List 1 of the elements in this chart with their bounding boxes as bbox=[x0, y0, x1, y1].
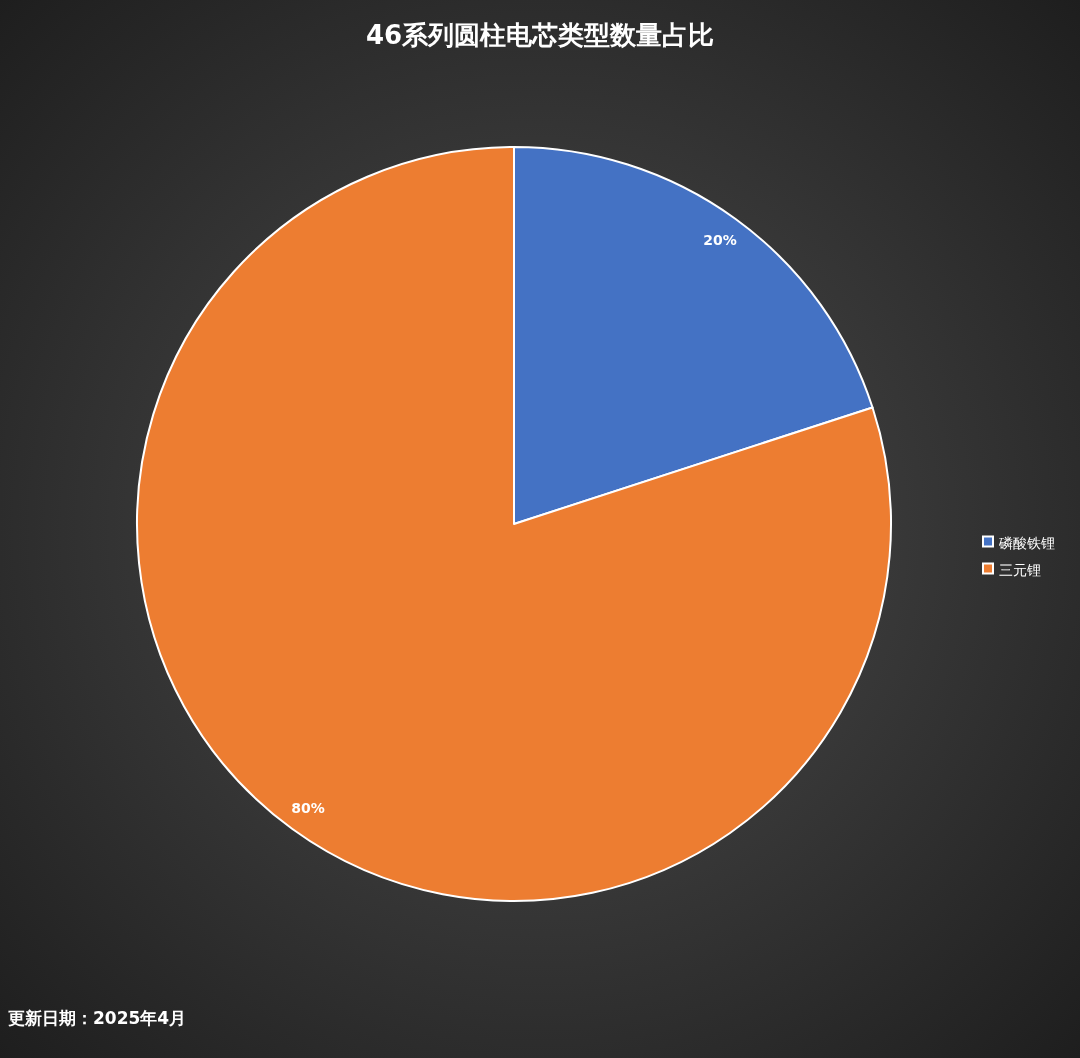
title: 46系列圆柱电芯类型数量占比 bbox=[365, 20, 715, 50]
